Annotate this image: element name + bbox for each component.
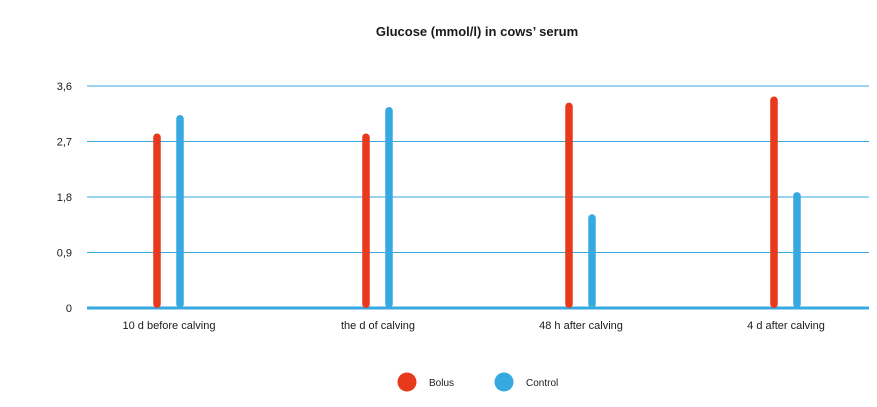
x-axis-ticks: 10 d before calving the d of calving 48 h … (123, 320, 825, 332)
y-tick-label: 2,7 (57, 137, 72, 149)
x-tick-label: the d of calving (341, 320, 415, 332)
legend-marker-bolus (397, 372, 417, 392)
y-axis-ticks: 0 0,9 1,8 2,7 3,6 (57, 81, 72, 315)
bars (153, 96, 801, 308)
chart-title: Glucose (mmol/l) in cows’ serum (376, 24, 578, 39)
legend-label-control: Control (526, 378, 558, 389)
x-tick-label: 48 h after calving (539, 320, 623, 332)
x-tick-label: 4 d after calving (747, 320, 825, 332)
legend-marker-control (494, 372, 514, 392)
y-tick-label: 0,9 (57, 248, 72, 260)
y-tick-label: 1,8 (57, 192, 72, 204)
legend: Bolus Control (397, 372, 558, 392)
x-tick-label: 10 d before calving (123, 320, 216, 332)
gridlines (87, 85, 869, 310)
y-tick-label: 3,6 (57, 81, 72, 93)
y-tick-label: 0 (66, 303, 72, 315)
legend-label-bolus: Bolus (429, 378, 454, 389)
